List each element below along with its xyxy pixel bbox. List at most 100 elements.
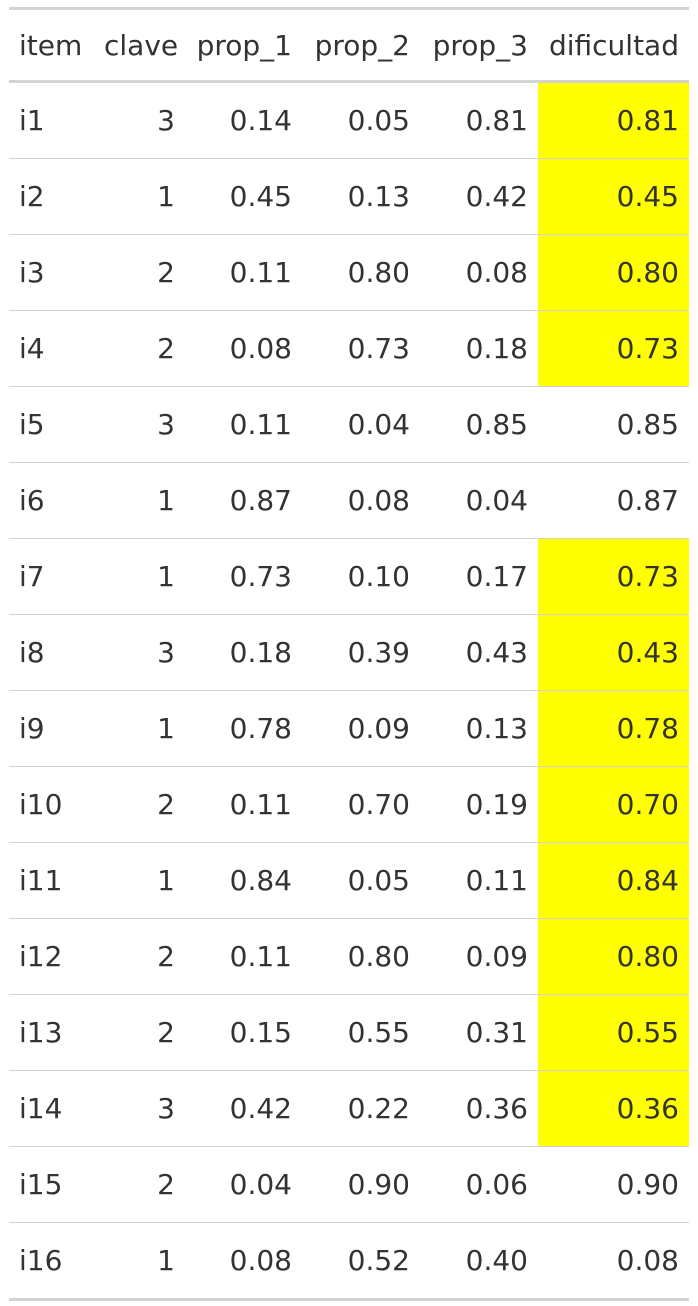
table-row: i1 3 0.14 0.05 0.81 0.81 (9, 81, 689, 159)
cell-prop-2: 0.90 (302, 1146, 420, 1223)
cell-dificultad: 0.73 (538, 310, 689, 387)
cell-dificultad: 0.90 (538, 1146, 689, 1223)
cell-dificultad: 0.84 (538, 842, 689, 919)
header-clave: clave (94, 8, 185, 83)
table-row: i4 2 0.08 0.73 0.18 0.73 (9, 310, 689, 387)
cell-prop-2: 0.39 (302, 614, 420, 691)
table-row: i16 1 0.08 0.52 0.40 0.08 (9, 1223, 689, 1300)
cell-prop-2: 0.52 (347, 1244, 410, 1277)
cell-clave: 2 (94, 234, 185, 311)
header-prop-3: prop_3 (420, 8, 538, 83)
cell-dificultad: 0.80 (538, 918, 689, 995)
cell-item: i2 (9, 158, 94, 235)
cell-dificultad: 0.85 (538, 386, 689, 463)
cell-dificultad: 0.81 (538, 81, 689, 159)
table-row: i7 1 0.73 0.10 0.17 0.73 (9, 538, 689, 615)
cell-prop-2: 0.05 (302, 81, 420, 159)
cell-prop-2: 0.55 (302, 994, 420, 1071)
cell-prop-2: 0.70 (302, 766, 420, 843)
cell-prop-1: 0.73 (185, 538, 302, 615)
cell-item: i4 (9, 310, 94, 387)
table-header: item clave prop_1 prop_2 prop_3 dificult… (9, 8, 689, 83)
table-row: i15 2 0.04 0.90 0.06 0.90 (9, 1146, 689, 1223)
cell-clave: 1 (94, 462, 185, 539)
cell-item: i13 (9, 994, 94, 1071)
table-row: i9 1 0.78 0.09 0.13 0.78 (9, 690, 689, 767)
table-row: i2 1 0.45 0.13 0.42 0.45 (9, 158, 689, 235)
cell-item: i5 (9, 386, 94, 463)
cell-dificultad: 0.78 (538, 690, 689, 767)
table-row: i6 1 0.87 0.08 0.04 0.87 (9, 462, 689, 539)
cell-prop-1: 0.08 (185, 310, 302, 387)
cell-clave: 3 (94, 81, 185, 159)
cell-dificultad: 0.80 (538, 234, 689, 311)
cell-prop-3: 0.31 (420, 994, 538, 1071)
cell-clave: 1 (157, 1244, 175, 1277)
cell-prop-1: 0.11 (185, 766, 302, 843)
cell-prop-1: 0.04 (185, 1146, 302, 1223)
table-body: i1 3 0.14 0.05 0.81 0.81 i2 1 0.45 0.13 0.42 0.45 i3… (9, 81, 689, 1300)
table-row: i14 3 0.42 0.22 0.36 0.36 (9, 1070, 689, 1147)
cell-prop-3: 0.85 (420, 386, 538, 463)
cell-dificultad: 0.08 (616, 1244, 679, 1277)
cell-clave: 3 (94, 386, 185, 463)
cell-prop-1: 0.87 (185, 462, 302, 539)
cell-prop-3: 0.08 (420, 234, 538, 311)
cell-prop-3: 0.42 (420, 158, 538, 235)
cell-prop-1: 0.08 (229, 1244, 292, 1277)
cell-prop-3: 0.09 (420, 918, 538, 995)
cell-prop-3: 0.43 (420, 614, 538, 691)
cell-clave: 1 (94, 690, 185, 767)
cell-prop-1: 0.11 (185, 386, 302, 463)
cell-clave: 1 (94, 158, 185, 235)
cell-prop-1: 0.14 (185, 81, 302, 159)
cell-item: i10 (9, 766, 94, 843)
cell-prop-1: 0.45 (185, 158, 302, 235)
cell-prop-3: 0.06 (420, 1146, 538, 1223)
cell-item: i8 (9, 614, 94, 691)
cell-item: i1 (9, 81, 94, 159)
cell-prop-2: 0.80 (302, 918, 420, 995)
cell-dificultad: 0.73 (538, 538, 689, 615)
cell-clave: 2 (94, 766, 185, 843)
cell-item: i14 (9, 1070, 94, 1147)
header-row: item clave prop_1 prop_2 prop_3 dificult… (9, 8, 689, 83)
cell-prop-2: 0.08 (302, 462, 420, 539)
cell-prop-3: 0.11 (420, 842, 538, 919)
cell-item: i3 (9, 234, 94, 311)
cell-clave: 2 (94, 1146, 185, 1223)
cell-prop-2: 0.22 (302, 1070, 420, 1147)
cell-prop-3: 0.17 (420, 538, 538, 615)
table-row: i13 2 0.15 0.55 0.31 0.55 (9, 994, 689, 1071)
cell-dificultad: 0.55 (538, 994, 689, 1071)
cell-item: i15 (9, 1146, 94, 1223)
cell-prop-2: 0.10 (302, 538, 420, 615)
cell-clave: 1 (94, 842, 185, 919)
cell-clave: 2 (94, 310, 185, 387)
cell-clave: 3 (94, 1070, 185, 1147)
cell-prop-2: 0.13 (302, 158, 420, 235)
table-row: i5 3 0.11 0.04 0.85 0.85 (9, 386, 689, 463)
cell-clave: 3 (94, 614, 185, 691)
cell-clave: 2 (94, 994, 185, 1071)
cell-item: i6 (9, 462, 94, 539)
cell-prop-1: 0.15 (185, 994, 302, 1071)
header-prop-1: prop_1 (185, 8, 302, 83)
cell-prop-3: 0.19 (420, 766, 538, 843)
cell-prop-2: 0.73 (302, 310, 420, 387)
cell-prop-2: 0.05 (302, 842, 420, 919)
table-row: i11 1 0.84 0.05 0.11 0.84 (9, 842, 689, 919)
cell-item: i16 (19, 1244, 63, 1277)
cell-item: i7 (9, 538, 94, 615)
cell-prop-3: 0.40 (465, 1244, 528, 1277)
cell-prop-2: 0.80 (302, 234, 420, 311)
cell-prop-3: 0.13 (420, 690, 538, 767)
cell-clave: 1 (94, 538, 185, 615)
cell-dificultad: 0.36 (538, 1070, 689, 1147)
table-row: i10 2 0.11 0.70 0.19 0.70 (9, 766, 689, 843)
cell-prop-1: 0.18 (185, 614, 302, 691)
cell-item: i9 (9, 690, 94, 767)
table-row: i8 3 0.18 0.39 0.43 0.43 (9, 614, 689, 691)
cell-item: i12 (9, 918, 94, 995)
cell-dificultad: 0.87 (538, 462, 689, 539)
